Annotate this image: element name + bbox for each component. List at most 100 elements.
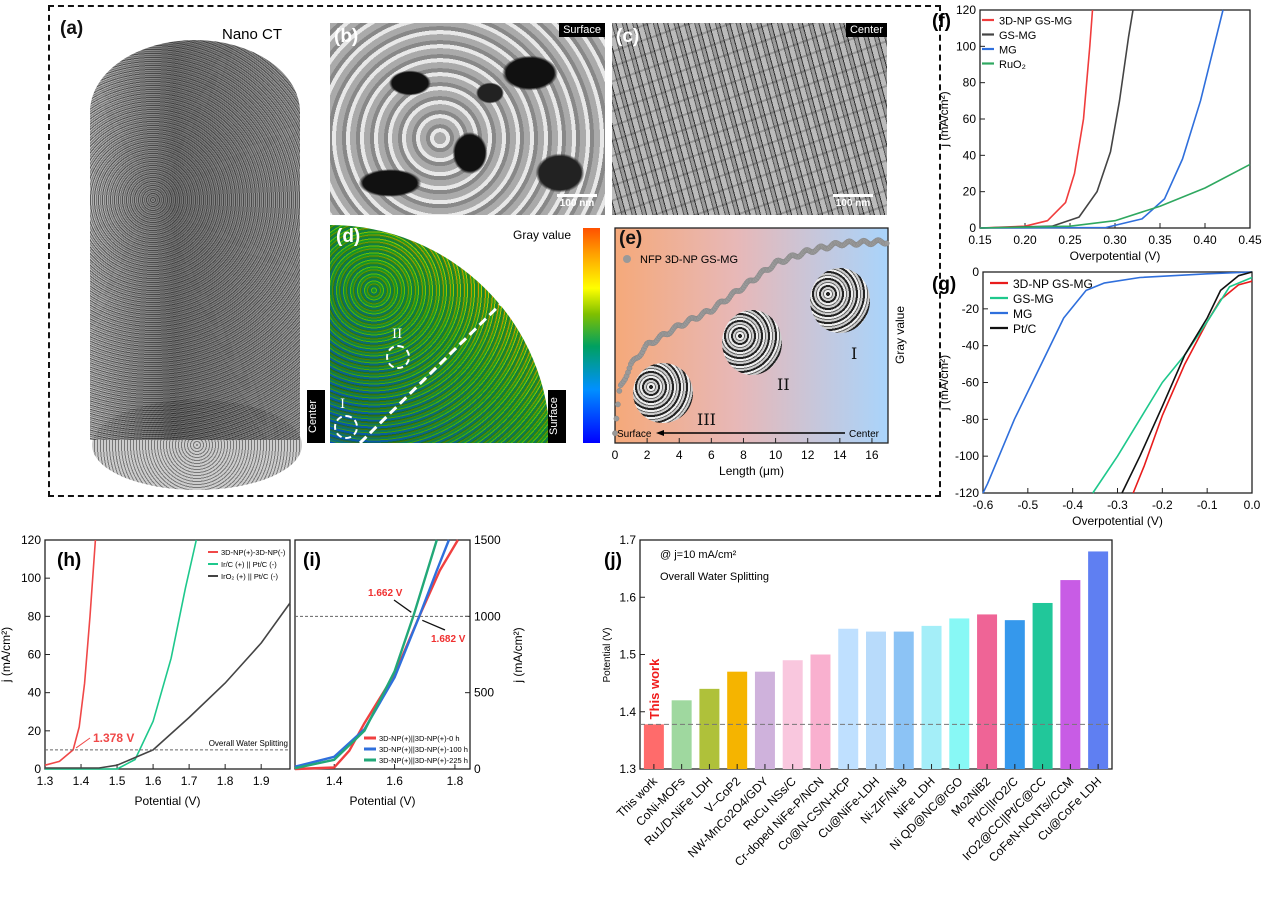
x-tick-label: 0.20 [1013,233,1037,247]
y-tick-label: 20 [28,724,42,738]
y-tick-label: 1000 [474,609,501,623]
x-tick-label: -0.3 [1107,498,1128,512]
series-line-mg [979,9,1224,229]
y-tick-label: -40 [962,339,980,353]
nano-ct-title: Nano CT [222,26,283,43]
x-axis-label: Potential (V) [349,794,415,808]
reference-line-label: Overall Water Splitting [209,739,288,748]
sem-surface-image: Surface 100 nm [330,23,605,215]
chart-i: 1.4 1.6 1.8 0 500 1000 1500 Potential (V) (i) j (… [294,533,525,808]
chart-g: -0.6 -0.5 -0.4 -0.3 -0.2 -0.1 0.0 -120 -100 -80 -6… [932,265,1261,528]
colorbar [583,228,600,443]
panel-label-b: (b) [334,26,359,47]
series-line-3d-np-gs-mg [979,9,1094,229]
plot-frame [294,539,471,770]
region-label-1: I [851,344,858,363]
legend-label: 3D-NP GS-MG [1013,277,1093,291]
y-tick-label: 80 [28,609,42,623]
legend-label: NFP 3D-NP GS-MG [640,254,738,266]
x-tick-label: 1.3 [37,774,54,788]
x-tick-label: 6 [708,448,715,462]
annotation-line2: Overall Water Splitting [660,571,769,583]
legend-label: IrO₂ (+) || Pt/C (-) [221,572,279,581]
plot-frame [979,9,1251,229]
x-tick-label: 1.7 [181,774,198,788]
data-point [616,388,623,394]
tomography-circle-2 [722,310,782,375]
y-tick-label: 0 [969,221,976,235]
panel-label-a: (a) [60,18,84,39]
panel-label-f: (f) [932,11,951,32]
y-tick-label: 0 [972,265,979,279]
y-tick-label: -20 [962,302,980,316]
y-axis-label: j (mA/cm²) [937,91,951,147]
x-tick-label: 0 [612,448,619,462]
y-tick-label: 1500 [474,533,501,547]
series-line-gs-mg [1092,276,1253,494]
series-line-3d-np-3d-np-100-h [294,539,451,768]
y-axis-label: Potential (V) [602,627,613,682]
legend-label: GS-MG [1013,292,1054,306]
y-tick-label: 500 [474,686,494,700]
x-tick-label: 0.15 [968,233,992,247]
tomography-circle-3 [633,363,693,423]
x-tick-label: -0.4 [1062,498,1083,512]
bar-7 [838,628,859,769]
legend-label: 3D-NP(+)||3D-NP(+)-100 h [379,745,468,754]
y-tick-label: -60 [962,376,980,390]
y-tick-label: 1.5 [619,648,636,662]
x-tick-label: 2 [644,448,651,462]
y-tick-label: 100 [956,39,976,53]
series-line-mg [982,271,1253,494]
x-tick-label: 1.4 [73,774,90,788]
y-tick-label: -120 [955,486,979,500]
bar-4 [754,671,775,769]
series-line-ir-c-pt-c- [45,539,198,770]
x-tick-label: 12 [801,448,815,462]
nano-ct-cylinder-image [90,40,300,440]
x-axis-label: Overpotential (V) [1070,249,1161,263]
region-label-1: I [340,397,346,412]
panel-label-g: (g) [932,274,956,295]
y-tick-label: 0 [474,762,481,776]
panel-label-h: (h) [57,550,81,571]
tomography-circle-1 [810,268,870,333]
panel-a-e-frame [48,5,941,497]
scale-bar: 100 nm [557,194,597,209]
y-tick-label: 40 [28,686,42,700]
y-tick-label: -80 [962,412,980,426]
series-line-gs-mg [979,9,1134,229]
series-line-3d-np-3d-np-225-h [294,539,438,770]
x-tick-label: -0.6 [973,498,994,512]
chart-h: 1.3 1.4 1.5 1.6 1.7 1.8 1.9 0 20 40 60 80 100 120 Pote… [0,533,291,808]
chart-j: 1.3 1.4 1.5 1.6 1.7 (j) Potential (V) This work… [602,533,1113,869]
y-tick-label: 1.4 [619,705,636,719]
legend-label: 3D-NP(+)||3D-NP(+)-225 h [379,756,468,765]
x-tick-label: -0.2 [1152,498,1173,512]
x-tick-label: -0.5 [1017,498,1038,512]
bar-14 [1032,602,1053,769]
panel-e-annotations: Surface Center Gray value [617,306,907,440]
legend-label: MG [1013,307,1032,321]
series-line-3d-np-3d-np- [44,539,97,766]
annotation-value: 1.378 V [93,731,134,745]
sem-center-image: Center 100 nm [612,23,887,215]
x-tick-label: 8 [740,448,747,462]
region-label-3: III [697,410,716,429]
x-axis-label: Potential (V) [134,794,200,808]
region-label-3: III [480,265,496,280]
bar-16 [1088,551,1109,769]
x-tick-label: 1.6 [386,774,403,788]
y-tick-label: 100 [21,571,41,585]
legend-marker [623,255,631,263]
series-line-pt-c [1121,271,1253,494]
bar-1 [671,700,692,769]
bar-15 [1060,580,1081,769]
y-tick-label: 120 [956,3,976,17]
scale-bar: 100 nm [833,194,873,209]
y-tick-label: 0 [34,762,41,776]
gray-value-map-image: I II III [330,225,550,443]
panel-label-c: (c) [616,26,640,47]
x-axis-label: Overpotential (V) [1072,514,1163,528]
